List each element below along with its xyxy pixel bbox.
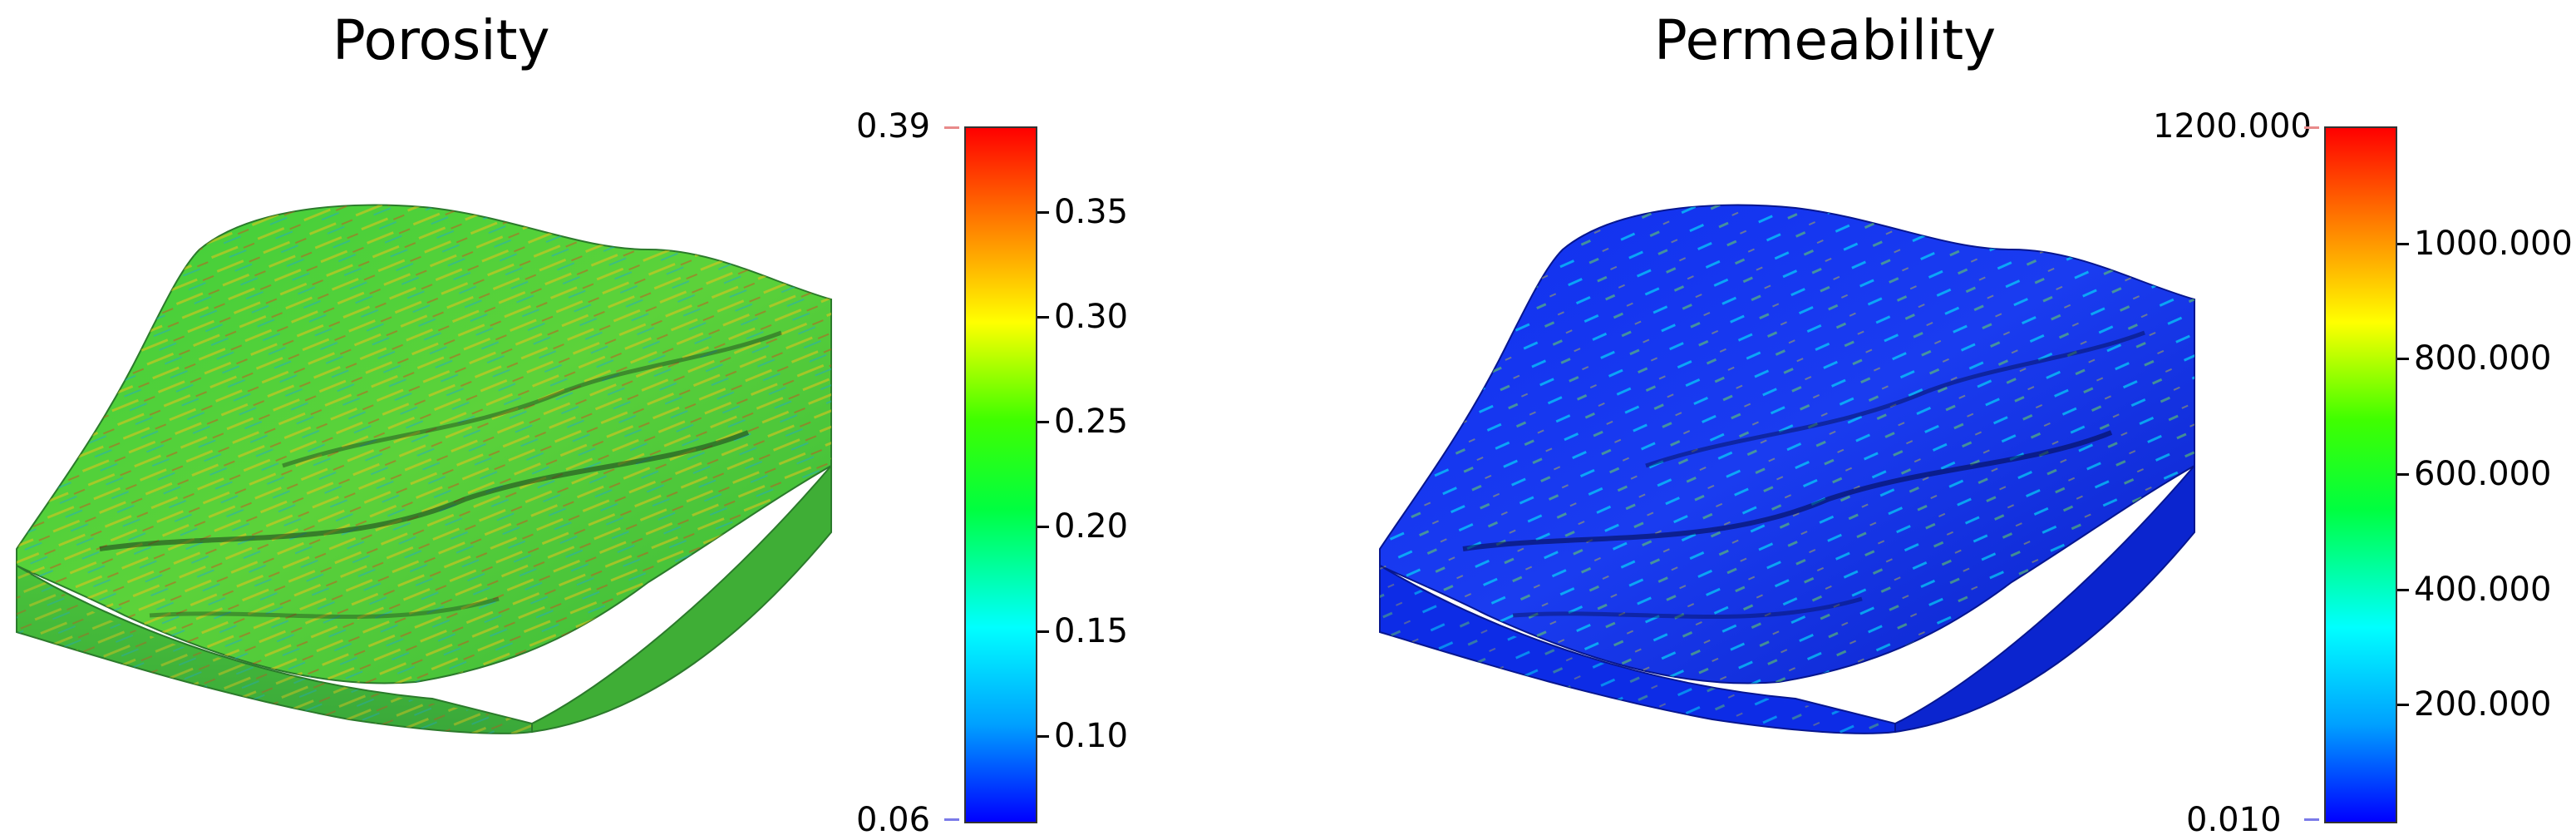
permeability-colorbar-max-label: 1200.000 — [2153, 107, 2312, 146]
permeability-right-face — [1894, 463, 2195, 734]
porosity-colorbar-min-marker — [944, 818, 959, 821]
porosity-colorbar-tick — [1037, 526, 1049, 529]
porosity-colorbar-tick-label: 0.20 — [1054, 507, 1129, 546]
porosity-colorbar-min-label: 0.06 — [856, 801, 931, 839]
permeability-title: Permeability — [1654, 8, 1997, 72]
permeability-colorbar-tick-label: 400.000 — [2414, 570, 2552, 609]
permeability-colorbar-tick-label: 200.000 — [2414, 685, 2552, 724]
permeability-colorbar-tick-label: 600.000 — [2414, 455, 2552, 493]
porosity-colorbar-tick-label: 0.10 — [1054, 717, 1129, 756]
porosity-colorbar-tick-label: 0.35 — [1054, 192, 1129, 231]
porosity-colorbar-tick-label: 0.25 — [1054, 402, 1129, 441]
porosity-block-view — [16, 204, 832, 734]
porosity-right-face — [531, 463, 832, 734]
porosity-colorbar-tick-label: 0.15 — [1054, 612, 1129, 651]
porosity-colorbar — [964, 126, 1037, 823]
porosity-colorbar-tick — [1037, 210, 1049, 214]
porosity-colorbar-tick — [1037, 420, 1049, 423]
permeability-colorbar-tick — [2397, 588, 2409, 591]
porosity-colorbar-tick-label: 0.30 — [1054, 297, 1129, 336]
permeability-colorbar-max-marker — [2304, 126, 2319, 129]
porosity-colorbar-max-marker — [944, 126, 959, 129]
porosity-colorbar-tick — [1037, 630, 1049, 634]
permeability-colorbar-tick-label: 1000.000 — [2414, 224, 2573, 263]
permeability-colorbar-min-label: 0.010 — [2186, 801, 2282, 839]
porosity-colorbar-max-label: 0.39 — [856, 107, 931, 146]
porosity-colorbar-tick — [1037, 315, 1049, 319]
permeability-colorbar-min-marker — [2304, 818, 2319, 821]
porosity-title: Porosity — [332, 8, 550, 72]
permeability-block-view — [1379, 204, 2195, 734]
permeability-colorbar-tick — [2397, 473, 2409, 476]
permeability-colorbar-tick-label: 800.000 — [2414, 339, 2552, 378]
permeability-colorbar-tick — [2397, 704, 2409, 707]
permeability-colorbar-tick — [2397, 242, 2409, 245]
permeability-colorbar-tick — [2397, 358, 2409, 361]
permeability-colorbar — [2324, 126, 2397, 823]
porosity-colorbar-tick — [1037, 735, 1049, 739]
